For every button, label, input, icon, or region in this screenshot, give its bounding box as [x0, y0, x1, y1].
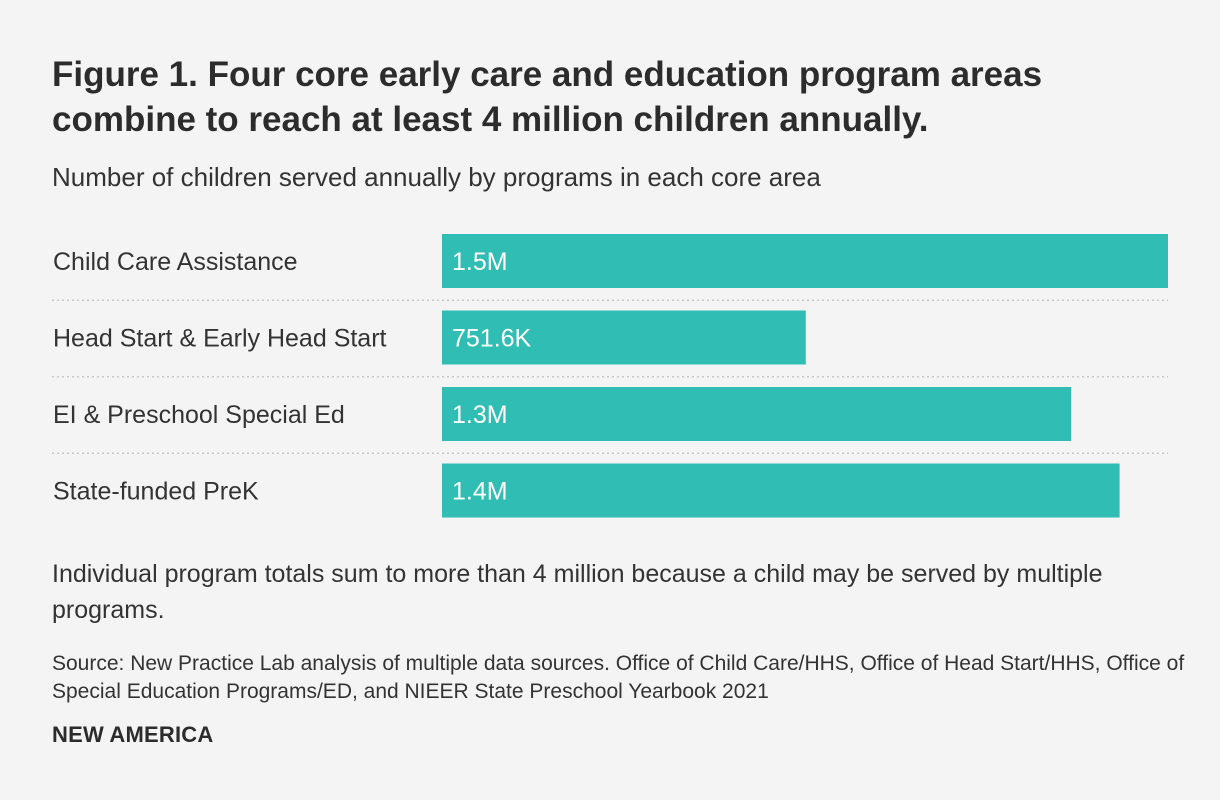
brand-logo-text: NEW AMERICA — [52, 722, 214, 747]
category-label: EI & Preschool Special Ed — [53, 401, 345, 429]
bar — [442, 310, 806, 365]
category-label: Child Care Assistance — [53, 248, 298, 276]
bar-value-label: 1.5M — [452, 248, 508, 276]
bar-value-label: 751.6K — [452, 325, 532, 353]
bar-value-label: 1.3M — [452, 401, 508, 429]
bar-chart: Child Care Assistance 1.5M Head Start & Ea… — [52, 234, 1168, 518]
chart-note: Individual program totals sum to more th… — [52, 560, 1103, 624]
bar-value-label: 1.4M — [452, 478, 508, 506]
category-label: State-funded PreK — [53, 478, 259, 506]
bar — [442, 463, 1120, 518]
category-label: Head Start & Early Head Start — [53, 325, 387, 353]
chart-subtitle: Number of children served annually by pr… — [52, 162, 821, 192]
chart-title: Figure 1. Four core early care and educa… — [52, 55, 1043, 139]
bar — [442, 387, 1072, 441]
chart-source: Source: New Practice Lab analysis of mul… — [52, 652, 1185, 703]
bar — [442, 234, 1168, 288]
